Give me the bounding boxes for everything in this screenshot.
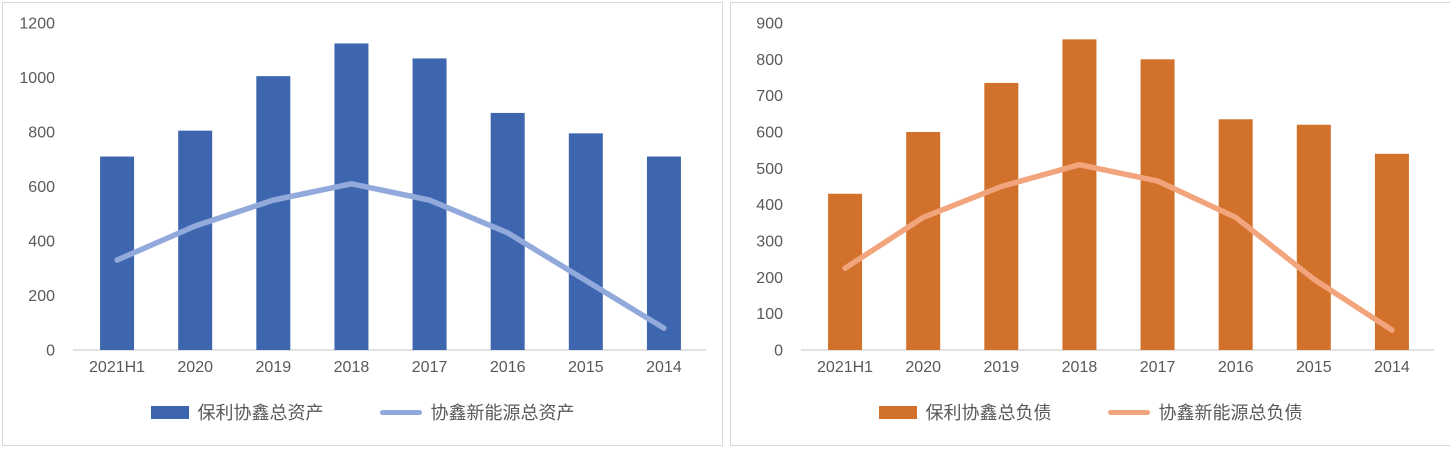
svg-text:2020: 2020 xyxy=(905,359,941,376)
svg-text:0: 0 xyxy=(46,343,55,360)
svg-text:2015: 2015 xyxy=(1296,359,1332,376)
legend-label-assets-bar: 保利协鑫总资产 xyxy=(197,403,324,423)
bar-series-swatch-icon xyxy=(878,405,917,419)
svg-text:300: 300 xyxy=(756,234,783,251)
bar-series-swatch-icon xyxy=(150,405,189,419)
svg-text:800: 800 xyxy=(28,125,55,142)
svg-text:900: 900 xyxy=(756,16,783,33)
legend-item-assets-bar: 保利协鑫总资产 xyxy=(150,399,324,425)
legend-label-liabilities-line: 协鑫新能源总负债 xyxy=(1158,403,1303,423)
svg-text:0: 0 xyxy=(774,343,783,360)
svg-text:800: 800 xyxy=(756,52,783,69)
svg-text:2017: 2017 xyxy=(412,359,448,376)
total-liabilities-plot: 0 100 200 300 400 500 600 700 800 900 2021H1 2020 20… xyxy=(756,16,1434,376)
svg-text:2014: 2014 xyxy=(646,359,682,376)
total-liabilities-legend: 保利协鑫总负债 协鑫新能源总负债 xyxy=(731,399,1450,425)
svg-text:2021H1: 2021H1 xyxy=(817,359,873,376)
svg-text:2016: 2016 xyxy=(490,359,526,376)
svg-text:2015: 2015 xyxy=(568,359,604,376)
svg-text:2020: 2020 xyxy=(177,359,213,376)
legend-item-liabilities-line: 协鑫新能源总负债 xyxy=(1107,399,1303,425)
line-series-swatch-icon xyxy=(379,409,422,415)
svg-text:2018: 2018 xyxy=(334,359,370,376)
svg-text:2018: 2018 xyxy=(1062,359,1098,376)
svg-text:2016: 2016 xyxy=(1218,359,1254,376)
svg-text:400: 400 xyxy=(756,197,783,214)
legend-label-assets-line: 协鑫新能源总资产 xyxy=(430,403,575,423)
legend-label-liabilities-bar: 保利协鑫总负债 xyxy=(925,403,1052,423)
svg-text:700: 700 xyxy=(756,88,783,105)
svg-text:600: 600 xyxy=(756,125,783,142)
svg-text:200: 200 xyxy=(28,288,55,305)
total-liabilities-chart-panel: 0 100 200 300 400 500 600 700 800 900 2021H1 2020 20… xyxy=(730,2,1450,446)
svg-text:1000: 1000 xyxy=(19,70,55,87)
svg-text:200: 200 xyxy=(756,270,783,287)
svg-text:100: 100 xyxy=(756,306,783,323)
line-series-swatch-icon xyxy=(1107,409,1150,415)
total-assets-legend: 保利协鑫总资产 协鑫新能源总资产 xyxy=(3,399,722,425)
legend-item-liabilities-bar: 保利协鑫总负债 xyxy=(878,399,1052,425)
svg-text:2014: 2014 xyxy=(1374,359,1410,376)
svg-text:1200: 1200 xyxy=(19,16,55,33)
svg-text:2021H1: 2021H1 xyxy=(89,359,145,376)
svg-text:400: 400 xyxy=(28,234,55,251)
svg-text:2019: 2019 xyxy=(256,359,292,376)
total-assets-chart-panel: 0 200 400 600 800 1000 1200 2021H1 2020 2019 2018 2… xyxy=(2,2,723,446)
svg-text:2019: 2019 xyxy=(984,359,1020,376)
legend-item-assets-line: 协鑫新能源总资产 xyxy=(379,399,575,425)
svg-text:500: 500 xyxy=(756,161,783,178)
total-assets-plot: 0 200 400 600 800 1000 1200 2021H1 2020 2019 2018 2… xyxy=(19,16,706,376)
svg-text:2017: 2017 xyxy=(1140,359,1176,376)
svg-text:600: 600 xyxy=(28,179,55,196)
